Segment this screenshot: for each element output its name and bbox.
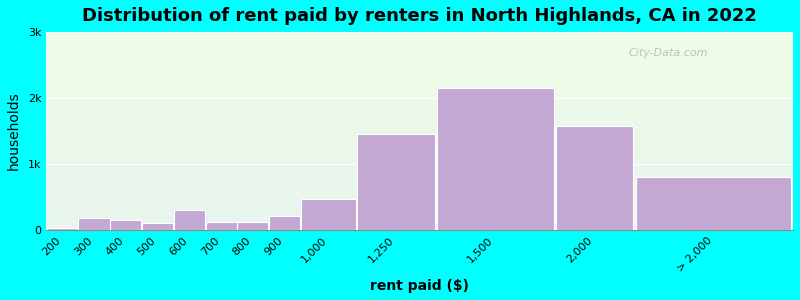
Bar — [46, 228, 78, 230]
Bar — [110, 220, 142, 230]
Bar — [555, 126, 634, 230]
Bar — [206, 222, 237, 230]
Bar — [174, 210, 205, 230]
Bar — [78, 218, 110, 230]
Bar — [301, 199, 356, 230]
X-axis label: rent paid ($): rent paid ($) — [370, 279, 470, 293]
Bar — [357, 134, 435, 230]
Bar — [636, 177, 791, 230]
Y-axis label: households: households — [7, 92, 21, 170]
Title: Distribution of rent paid by renters in North Highlands, CA in 2022: Distribution of rent paid by renters in … — [82, 7, 757, 25]
Bar — [142, 223, 173, 230]
Bar — [437, 88, 554, 230]
Text: City-Data.com: City-Data.com — [629, 48, 708, 58]
Bar — [269, 216, 300, 230]
Bar — [238, 222, 269, 230]
